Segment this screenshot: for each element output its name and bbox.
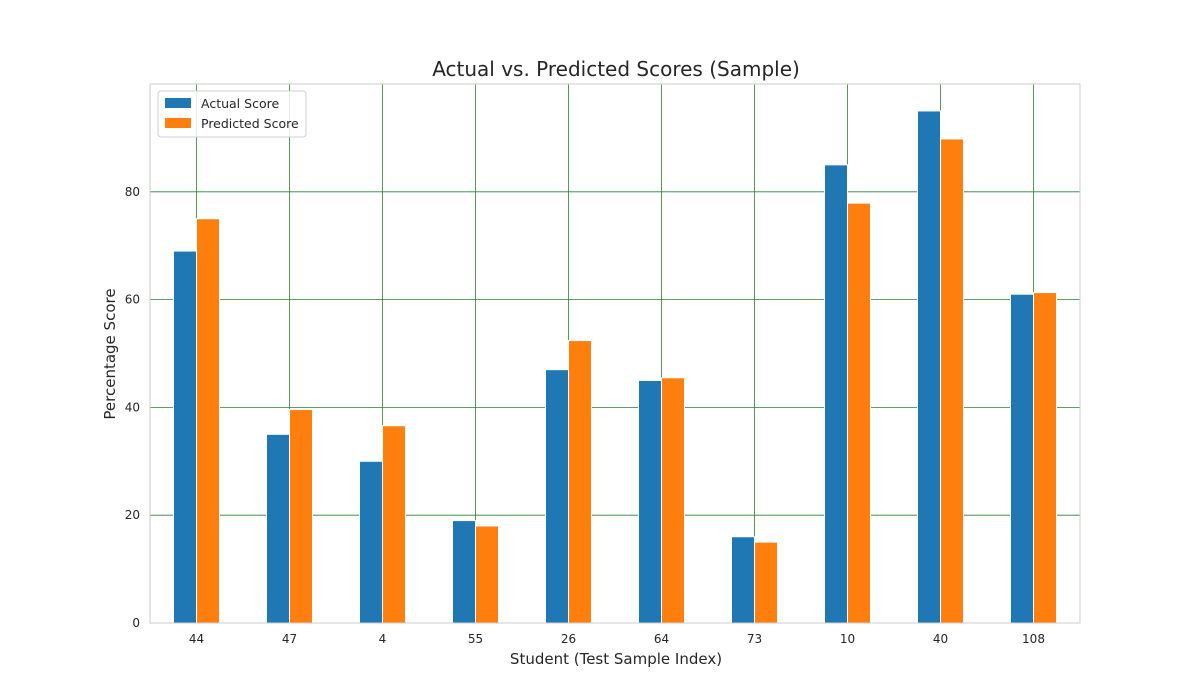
bar-actual [1010,293,1034,624]
y-tick-label: 20 [125,508,140,522]
bar-predicted [382,425,406,624]
bar-predicted [754,541,778,624]
y-axis-label: Percentage Score [101,288,119,419]
legend-label: Predicted Score [201,116,299,131]
y-tick-label: 40 [125,400,140,414]
x-tick-label: 108 [1022,632,1045,646]
bar-predicted [940,138,964,624]
bar-actual [917,110,941,624]
x-tick-label: 47 [282,632,297,646]
bar-actual [731,536,755,624]
x-tick-label: 55 [468,632,483,646]
bar-actual [545,369,569,624]
plot-area: 0 20 40 60 80 44 47 4 55 26 64 73 10 40 108 [125,83,1081,646]
bar-predicted [475,525,499,624]
y-tick-label: 60 [125,293,140,307]
bar-predicted [289,409,313,624]
y-tick-label: 80 [125,185,140,199]
x-tick-label: 73 [747,632,762,646]
bar-actual [266,433,290,624]
plot-frame [149,83,1081,624]
chart-title: Actual vs. Predicted Scores (Sample) [432,57,800,81]
x-tick-label: 44 [189,632,204,646]
bar-predicted [661,377,685,624]
legend-swatch [165,98,191,108]
bar-actual [824,164,848,624]
bar-actual [173,250,197,624]
legend-swatch [165,118,191,128]
x-tick-label: 4 [379,632,387,646]
y-tick-label: 0 [132,616,140,630]
legend-label: Actual Score [201,96,279,111]
bar-predicted [196,218,220,624]
x-tick-label: 40 [933,632,948,646]
bar-predicted [568,340,592,624]
bar-actual [452,520,476,624]
bar-predicted [847,202,871,624]
x-tick-label: 10 [840,632,855,646]
legend-box [157,90,307,138]
legend: Actual Score Predicted Score [157,90,307,138]
bar-predicted [1033,292,1057,624]
x-tick-label: 26 [561,632,576,646]
bar-actual [359,460,383,624]
x-axis-label: Student (Test Sample Index) [510,650,722,668]
bar-actual [638,379,662,624]
x-tick-label: 64 [654,632,669,646]
